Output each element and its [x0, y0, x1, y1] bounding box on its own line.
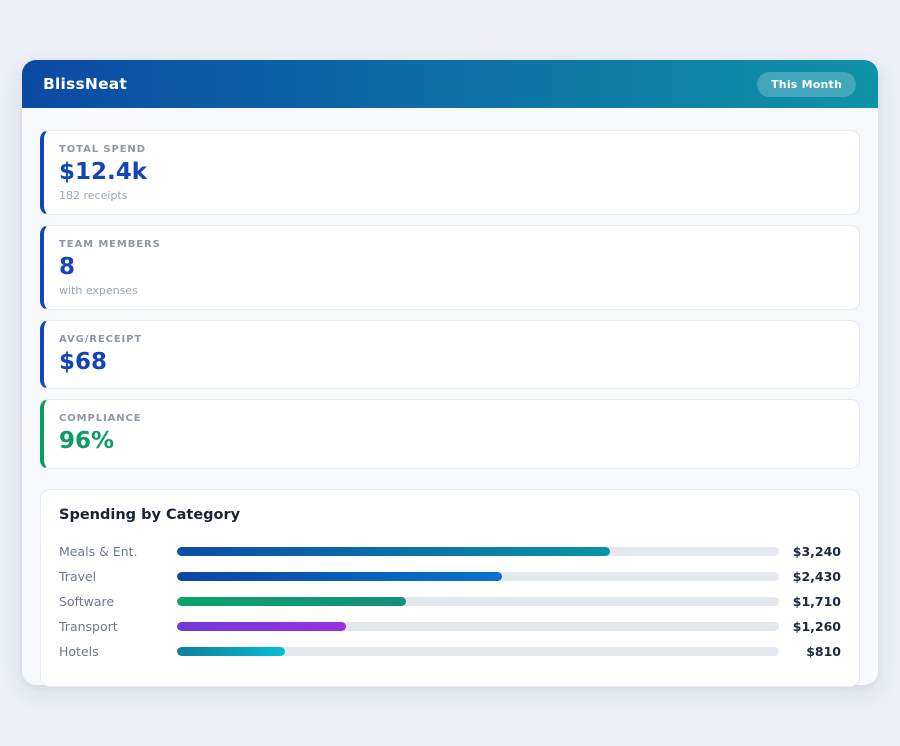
- category-row: Travel $2,430: [59, 564, 841, 589]
- stat-label: TOTAL SPEND: [59, 144, 841, 155]
- category-bar-track: [177, 647, 779, 656]
- stat-value: $12.4k: [59, 158, 841, 187]
- category-row: Transport $1,260: [59, 614, 841, 639]
- category-value: $3,240: [779, 544, 841, 559]
- stat-value: 96%: [59, 427, 841, 456]
- category-label: Hotels: [59, 644, 177, 659]
- category-row: Meals & Ent. $3,240: [59, 539, 841, 564]
- category-bar-track: [177, 597, 779, 606]
- stat-cards: TOTAL SPEND $12.4k 182 receipts TEAM MEM…: [40, 130, 860, 469]
- category-bar-track: [177, 572, 779, 581]
- stat-value: $68: [59, 348, 841, 377]
- category-label: Travel: [59, 569, 177, 584]
- category-value: $1,260: [779, 619, 841, 634]
- stat-subtext: 182 receipts: [59, 189, 841, 202]
- category-rows: Meals & Ent. $3,240 Travel $2,430 Softwa…: [59, 539, 841, 664]
- app-title: BlissNeat: [43, 75, 127, 93]
- stat-subtext: with expenses: [59, 284, 841, 297]
- category-label: Software: [59, 594, 177, 609]
- chart-title: Spending by Category: [59, 507, 841, 523]
- category-bar-fill: [177, 547, 610, 556]
- stat-label: COMPLIANCE: [59, 413, 841, 424]
- category-row: Software $1,710: [59, 589, 841, 614]
- category-value: $1,710: [779, 594, 841, 609]
- category-value: $2,430: [779, 569, 841, 584]
- category-bar-track: [177, 547, 779, 556]
- stat-card: COMPLIANCE 96%: [40, 399, 860, 469]
- app-header: BlissNeat This Month: [22, 60, 878, 108]
- stat-label: TEAM MEMBERS: [59, 239, 841, 250]
- category-value: $810: [779, 644, 841, 659]
- stat-card: TEAM MEMBERS 8 with expenses: [40, 225, 860, 310]
- stat-card: TOTAL SPEND $12.4k 182 receipts: [40, 130, 860, 215]
- category-bar-fill: [177, 622, 346, 631]
- category-label: Meals & Ent.: [59, 544, 177, 559]
- category-bar-fill: [177, 647, 285, 656]
- dashboard-content: TOTAL SPEND $12.4k 182 receipts TEAM MEM…: [22, 108, 878, 687]
- stat-value: 8: [59, 253, 841, 282]
- category-bar-fill: [177, 597, 406, 606]
- dashboard-container: BlissNeat This Month TOTAL SPEND $12.4k …: [22, 60, 878, 685]
- category-bar-fill: [177, 572, 502, 581]
- category-bar-track: [177, 622, 779, 631]
- stat-card: AVG/RECEIPT $68: [40, 320, 860, 390]
- stat-label: AVG/RECEIPT: [59, 334, 841, 345]
- category-label: Transport: [59, 619, 177, 634]
- period-badge[interactable]: This Month: [757, 72, 856, 97]
- spending-by-category-card: Spending by Category Meals & Ent. $3,240…: [40, 489, 860, 687]
- category-row: Hotels $810: [59, 639, 841, 664]
